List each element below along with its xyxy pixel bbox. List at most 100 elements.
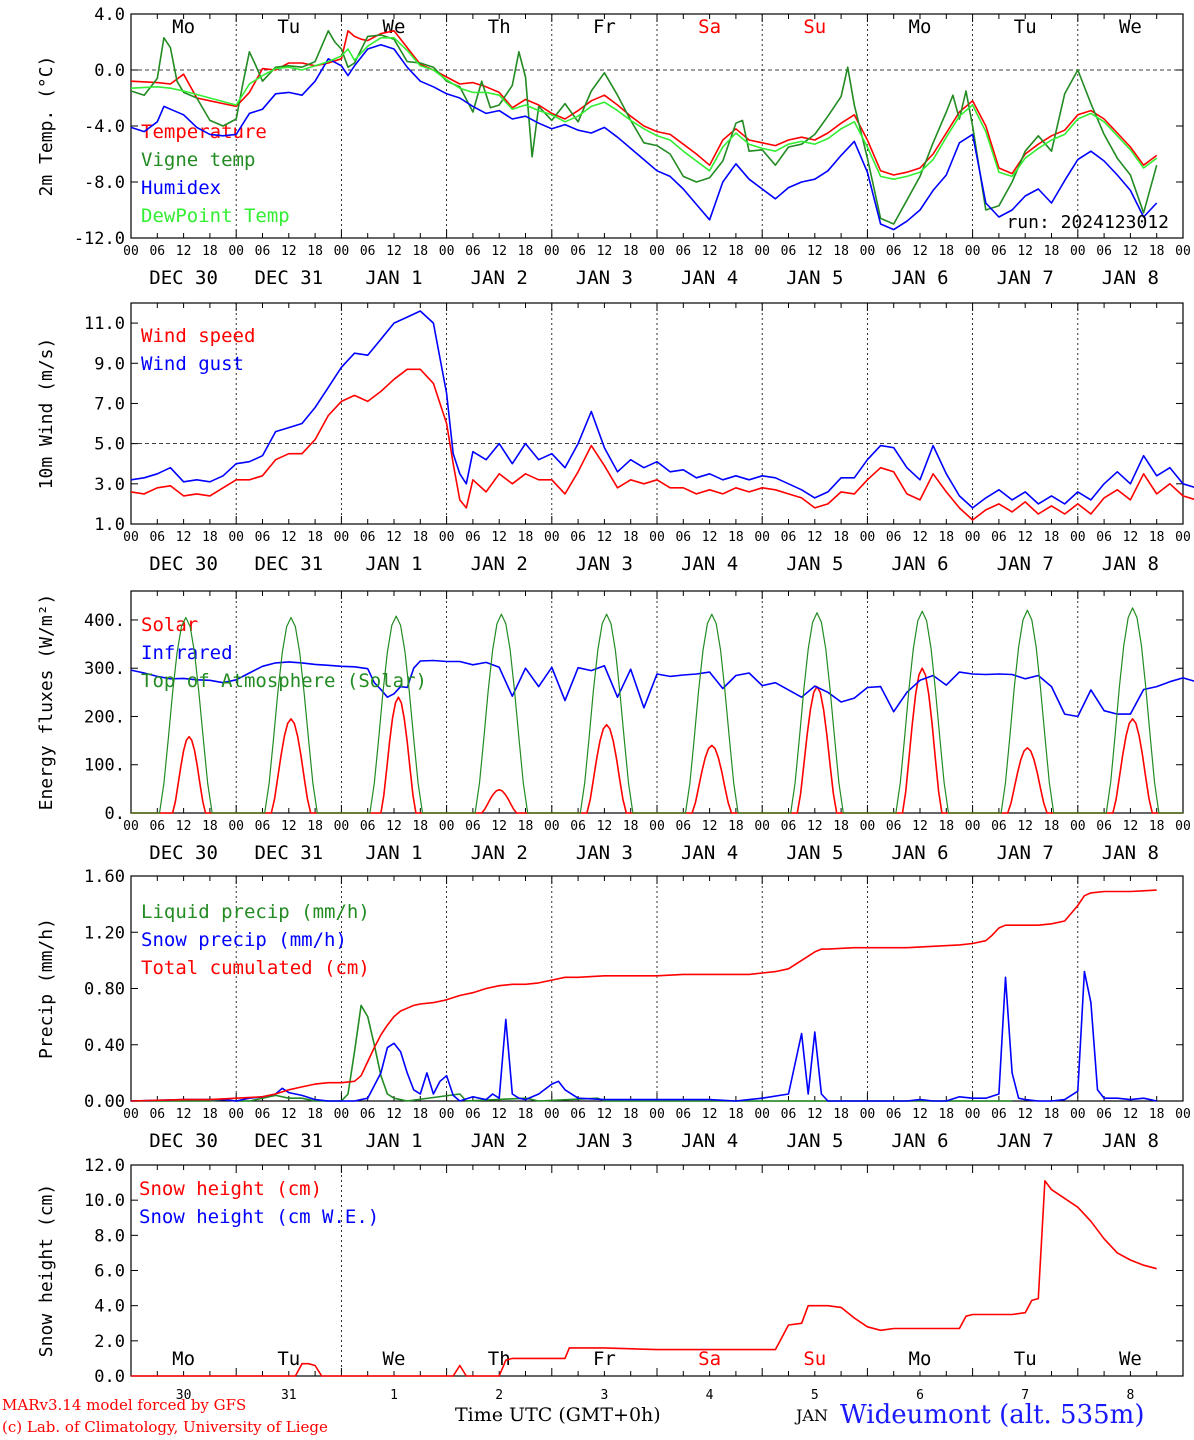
panel1-hour-label: 18: [623, 244, 639, 259]
panel1-hour-label: 18: [1044, 244, 1060, 259]
panel3-hour-label: 06: [991, 819, 1007, 834]
panel1-hour-label: 12: [281, 244, 297, 259]
panel2-date-label: DEC 31: [254, 553, 323, 575]
panel5-day-number: 8: [1126, 1388, 1134, 1403]
panel3-hour-label: 00: [334, 819, 350, 834]
panel3-hour-label: 18: [833, 819, 849, 834]
panel3-hour-label: 00: [123, 819, 139, 834]
panel4-hour-label: 12: [597, 1107, 613, 1122]
panel3-ytick-label: 300.: [84, 659, 125, 679]
panel1-hour-label: 00: [123, 244, 139, 259]
panel2-hour-label: 18: [1044, 530, 1060, 545]
panel2-hour-label: 12: [386, 530, 402, 545]
panel4-hour-label: 18: [833, 1107, 849, 1122]
panel2-hour-label: 18: [202, 530, 218, 545]
panel4-ytick-label: 1.60: [84, 867, 125, 887]
panel4-hour-label: 06: [781, 1107, 797, 1122]
panel5-series-line-0: [131, 1180, 1157, 1377]
panel2-date-label: JAN 3: [576, 553, 633, 575]
panel1-hour-label: 00: [1070, 244, 1086, 259]
panel2-hour-label: 18: [833, 530, 849, 545]
panel4-date-label: JAN 3: [576, 1130, 633, 1152]
panel3-ytick-label: 100.: [84, 756, 125, 776]
panel2-hour-label: 12: [176, 530, 192, 545]
panel3-hour-label: 06: [360, 819, 376, 834]
panel5-day-number: 30: [176, 1388, 192, 1403]
panel3-hour-label: 06: [465, 819, 481, 834]
panel3-date-label: JAN 2: [471, 842, 528, 864]
panel3-hour-label: 00: [544, 819, 560, 834]
panel1-hour-label: 06: [886, 244, 902, 259]
time-axis-label: Time UTC (GMT+0h): [455, 1404, 661, 1426]
panel4-hour-label: 06: [570, 1107, 586, 1122]
panel3-date-label: JAN 8: [1102, 842, 1159, 864]
panel1-legend-entry: Humidex: [141, 177, 221, 199]
panel4-hour-label: 18: [307, 1107, 323, 1122]
panel5-weekday-label: Mo: [172, 1348, 195, 1370]
panel3-legend-entry: Top of Atmosphere (Solar): [141, 670, 427, 692]
panel4-series-line-1: [130, 970, 1157, 1102]
panel3-hour-label: 06: [570, 819, 586, 834]
panel3-hour-label: 06: [675, 819, 691, 834]
panel2-hour-label: 00: [544, 530, 560, 545]
panel5-day-number: 1: [390, 1388, 398, 1403]
panel1-hour-label: 06: [465, 244, 481, 259]
panel1-ytick-label: -4.0: [84, 117, 125, 137]
panel4-hour-label: 06: [991, 1107, 1007, 1122]
panel3-ytick-label: 200.: [84, 707, 125, 727]
panel1-hour-label: 12: [702, 244, 718, 259]
panel2-hour-label: 00: [649, 530, 665, 545]
panel4-hour-label: 06: [255, 1107, 271, 1122]
panel1-date-label: JAN 7: [997, 267, 1054, 289]
panel2-hour-label: 12: [597, 530, 613, 545]
panel3-series-line-1: [130, 659, 1194, 718]
panel4-hour-label: 18: [1044, 1107, 1060, 1122]
panel1-weekday-label: We: [383, 16, 406, 38]
panel5-day-number: 2: [495, 1388, 503, 1403]
panel3-hour-label: 12: [702, 819, 718, 834]
panel5-day-number: 5: [811, 1388, 819, 1403]
panel5-ytick-label: 4.0: [94, 1297, 125, 1317]
panel2-series-line-0: [130, 368, 1194, 521]
panel4-hour-label: 06: [1096, 1107, 1112, 1122]
panel3-hour-label: 18: [1149, 819, 1165, 834]
panel4-hour-label: 18: [623, 1107, 639, 1122]
panel2-hour-label: 00: [754, 530, 770, 545]
panel5-ytick-label: 0.0: [94, 1367, 125, 1387]
panel4-legend-entry: Liquid precip (mm/h): [141, 901, 370, 923]
panel5-weekday-label: Tu: [277, 1348, 300, 1370]
panel1-ylabel: 2m Temp. (°C): [36, 56, 57, 197]
panel1-hour-label: 00: [544, 244, 560, 259]
panel4-legend-entry: Snow precip (mm/h): [141, 929, 347, 951]
panel1-hour-label: 12: [597, 244, 613, 259]
panel4-hour-label: 18: [518, 1107, 534, 1122]
panel4-date-label: JAN 5: [786, 1130, 843, 1152]
panel1-hour-label: 00: [228, 244, 244, 259]
panel1-hour-label: 18: [412, 244, 428, 259]
panel2-hour-label: 18: [518, 530, 534, 545]
panel1-weekday-label: Fr: [593, 16, 616, 38]
panel1-hour-label: 12: [176, 244, 192, 259]
panel1-hour-label: 18: [728, 244, 744, 259]
panel2-hour-label: 18: [938, 530, 954, 545]
panel2-hour-label: 12: [491, 530, 507, 545]
panel1-legend-entry: DewPoint Temp: [141, 205, 290, 227]
panel1-hour-label: 12: [491, 244, 507, 259]
panel5-ytick-label: 2.0: [94, 1332, 125, 1352]
panel2-series-line-1: [130, 310, 1194, 509]
panel1-ytick-label: 0.0: [94, 61, 125, 81]
panel3-hour-label: 18: [307, 819, 323, 834]
panel3-hour-label: 06: [1096, 819, 1112, 834]
panel5-day-number: 4: [706, 1388, 714, 1403]
panel1-hour-label: 06: [149, 244, 165, 259]
panel2-hour-label: 12: [1017, 530, 1033, 545]
panel4-date-label: JAN 2: [471, 1130, 528, 1152]
panel4-hour-label: 18: [202, 1107, 218, 1122]
panel1-hour-label: 00: [754, 244, 770, 259]
panel5-weekday-label: Mo: [909, 1348, 932, 1370]
station-label: Wideumont (alt. 535m): [840, 1400, 1145, 1430]
panel4-hour-label: 00: [649, 1107, 665, 1122]
panel4-hour-label: 18: [1149, 1107, 1165, 1122]
panel2-hour-label: 00: [860, 530, 876, 545]
